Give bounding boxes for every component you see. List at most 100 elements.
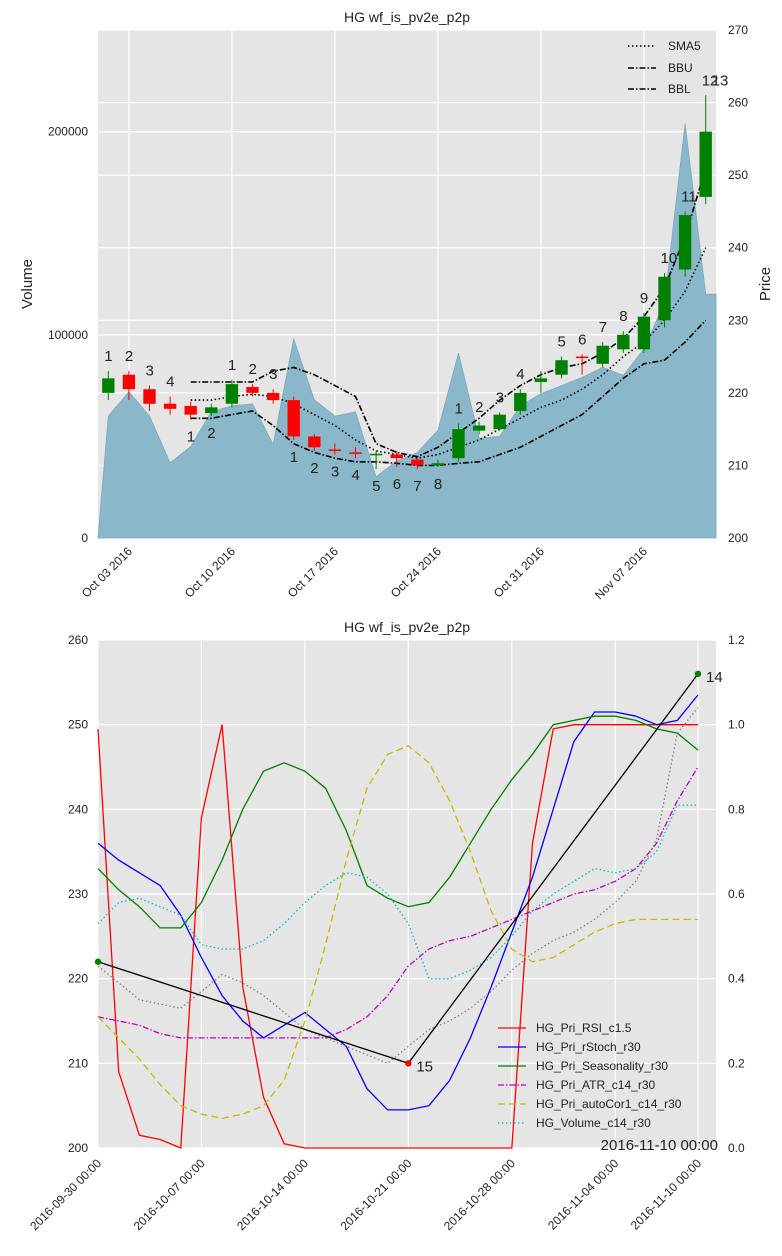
legend-label: HG_Pri_rStoch_r30: [536, 1040, 641, 1054]
candle-count-label: 1: [290, 449, 298, 466]
legend-label: HG_Pri_autoCor1_c14_r30: [536, 1097, 682, 1111]
top-x-tick-label: Nov 07 2016: [592, 544, 650, 602]
top-price-tick-label: 200: [728, 531, 748, 545]
legend-label: HG_Pri_Seasonality_r30: [536, 1059, 668, 1073]
bottom-x-tick-label: 2016-10-21 00:00: [338, 1156, 415, 1233]
bottom-left-tick-label: 230: [68, 887, 88, 901]
bottom-x-tick-label: 2016-10-28 00:00: [441, 1156, 518, 1233]
top-volume-tick-label: 100000: [48, 328, 88, 342]
candle-count-label: 3: [269, 366, 277, 383]
sma5-line: [190, 247, 707, 460]
legend-label-bbl: BBL: [668, 82, 691, 96]
candle-count-label: 2: [207, 425, 215, 442]
candle-body: [411, 459, 424, 466]
candle-count-label: 13: [712, 72, 729, 89]
series-line-unnamed: [97, 707, 699, 1065]
bottom-left-tick-label: 200: [68, 1141, 88, 1155]
top-overlay-lines: [190, 167, 707, 467]
bottom-right-tick-label: 0.4: [728, 972, 745, 986]
candle-body: [225, 384, 239, 404]
candle-count-label: 3: [331, 464, 339, 481]
candle-count-label: 4: [352, 467, 360, 484]
candle-count-label: 7: [599, 319, 607, 336]
top-x-tick-label: Oct 31 2016: [491, 544, 547, 600]
candle-body: [328, 449, 342, 451]
candle-body: [390, 454, 403, 459]
top-x-tick-label: Oct 03 2016: [79, 544, 135, 600]
candle-body: [555, 360, 568, 375]
series-line-HG_Pri_autoCor1_c14_r30: [97, 745, 698, 1120]
top-ylabel-left: Volume: [19, 259, 36, 309]
bottom-legend: HG_Pri_RSI_c1.5 HG_Pri_rStoch_r30 HG_Pri_S…: [498, 1021, 682, 1130]
candle-count-label: 2: [249, 361, 257, 378]
candle-body: [431, 463, 445, 466]
top-price-tick-label: 260: [728, 96, 748, 110]
series-line-HG_Pri_rStoch_r30: [97, 694, 699, 1111]
candle-body: [678, 215, 692, 270]
bottom-left-tick-label: 220: [68, 972, 88, 986]
bottom-right-tick-label: 0.6: [728, 887, 745, 901]
bottom-right-tick-label: 0.8: [728, 802, 745, 816]
candle-body: [184, 405, 197, 415]
bottom-left-tick-label: 210: [68, 1056, 88, 1070]
candle-body: [575, 356, 589, 359]
top-price-tick-label: 240: [728, 241, 748, 255]
bottom-left-tick-label: 240: [68, 802, 88, 816]
price-marker: [405, 1060, 412, 1067]
legend-label: HG_Pri_ATR_c14_r30: [536, 1078, 655, 1092]
candle-count-label: 2: [475, 399, 483, 416]
candles: [102, 95, 712, 470]
bottom-right-tick-label: 0.2: [728, 1056, 745, 1070]
candle-count-label: 1: [187, 429, 195, 446]
candle-body: [102, 378, 115, 393]
bottom-x-tick-label: 2016-11-04 00:00: [545, 1156, 621, 1232]
candle-body: [658, 276, 671, 321]
volume-area: [97, 123, 717, 539]
candle-count-label: 5: [558, 334, 566, 351]
candle-body: [308, 436, 321, 448]
top-price-tick-label: 220: [728, 386, 748, 400]
price-marker-label: 14: [706, 669, 723, 686]
candle-body: [246, 387, 259, 393]
top-price-tick-label: 250: [728, 168, 748, 182]
candle-count-label: 10: [661, 250, 678, 267]
legend-label-sma5: SMA5: [668, 39, 701, 53]
candle-body: [143, 389, 156, 404]
candle-count-label: 2: [310, 460, 318, 477]
bottom-right-tick-label: 1.2: [728, 633, 745, 647]
candle-body: [205, 407, 218, 414]
volume-area-fill: [97, 123, 717, 539]
top-volume-tick-label: 0: [81, 531, 88, 545]
price-marker: [94, 958, 102, 965]
top-price-tick-label: 210: [728, 458, 748, 472]
candle-count-label: 12: [702, 72, 719, 89]
top-x-tick-label: Oct 10 2016: [182, 544, 238, 600]
candle-body: [514, 392, 527, 411]
bottom-x-tick-label: 2016-10-14 00:00: [234, 1156, 311, 1233]
candle-count-label: 4: [166, 373, 174, 390]
bottom-x-tick-label: 2016-09-30 00:00: [27, 1156, 104, 1233]
series-line-HG_Pri_RSI_c1.5: [97, 724, 698, 1149]
candle-count-label: 6: [393, 476, 401, 493]
candle-body: [349, 452, 362, 454]
top-x-tick-label: Oct 24 2016: [388, 544, 444, 600]
candle-body: [637, 316, 651, 350]
candle-count-label: 1: [455, 400, 463, 417]
top-x-tick-label: Oct 17 2016: [285, 544, 341, 600]
candle-count-label: 8: [619, 308, 627, 325]
candle-count-label: 3: [146, 363, 154, 380]
series-line-HG_Pri_Seasonality_r30: [97, 715, 699, 929]
candle-body: [369, 453, 383, 456]
candle-count-label: 7: [413, 478, 421, 495]
candle-body: [493, 414, 506, 430]
candle-body: [122, 374, 136, 390]
candle-count-label: 3: [496, 389, 504, 406]
candle-body: [287, 400, 300, 437]
bottom-chart-title: HG wf_is_pv2e_p2p: [344, 619, 470, 635]
candle-count-label: 9: [640, 290, 648, 307]
candle-body: [699, 131, 712, 197]
